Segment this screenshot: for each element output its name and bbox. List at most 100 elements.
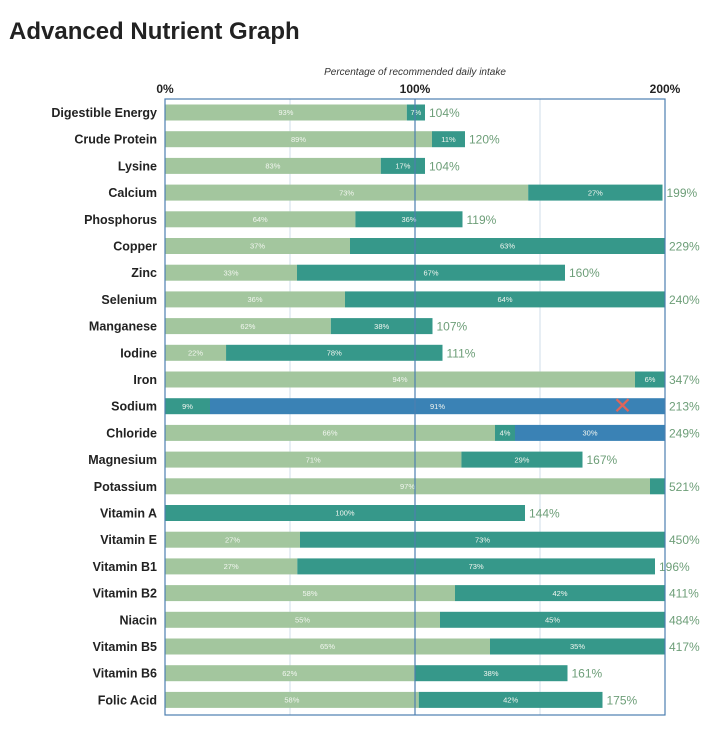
segment-label: 58%: [284, 696, 299, 705]
total-label: 119%: [467, 213, 497, 227]
total-label: 249%: [669, 426, 700, 440]
bar-segment: [406, 104, 425, 121]
segment-label: 73%: [475, 535, 490, 544]
bar-segment: [165, 318, 331, 335]
segment-label: 4%: [500, 429, 511, 438]
segment-label: 89%: [291, 135, 306, 144]
category-label: Manganese: [89, 320, 157, 334]
category-label: Lysine: [118, 159, 157, 173]
segment-label: 100%: [335, 509, 355, 518]
cross-mark: [615, 398, 630, 412]
bar-segment: [165, 344, 227, 361]
total-label: 240%: [669, 293, 700, 307]
segment-label: 93%: [278, 108, 293, 117]
bar-segment: [165, 691, 419, 708]
total-label: 120%: [469, 133, 500, 147]
bar-segment: [461, 451, 583, 468]
segment-label: 27%: [225, 535, 240, 544]
bar-segment: [165, 211, 356, 228]
bar-segment: [165, 371, 635, 388]
segment-label: 11%: [441, 135, 456, 144]
total-label: 167%: [587, 453, 618, 467]
bar-segment: [210, 398, 665, 415]
bar-segment: [297, 558, 655, 575]
bar-segment: [495, 424, 515, 441]
total-label: 199%: [667, 186, 698, 200]
bar-segment: [165, 531, 300, 548]
segment-label: 33%: [223, 268, 238, 277]
bar-segment: [635, 371, 665, 388]
category-label: Crude Protein: [74, 133, 157, 147]
bar-segment: [414, 665, 568, 682]
segment-label: 58%: [302, 589, 317, 598]
bar-segment: [165, 505, 525, 521]
category-label: Digestible Energy: [51, 106, 157, 120]
segment-label: 42%: [552, 589, 567, 598]
category-label: Niacin: [119, 613, 157, 627]
total-label: 161%: [572, 667, 603, 681]
bar-segment: [165, 131, 432, 148]
bar-segment: [165, 264, 297, 281]
category-label: Vitamin E: [100, 533, 157, 547]
segment-label: 29%: [514, 455, 529, 464]
total-label: 484%: [669, 613, 700, 627]
segment-label: 78%: [327, 349, 342, 358]
bar-segment: [165, 611, 440, 628]
tick-label: 100%: [400, 82, 431, 96]
segment-label: 35%: [570, 642, 585, 651]
plot-frame: [164, 98, 666, 716]
total-label: 521%: [669, 480, 700, 494]
segment-label: 62%: [240, 322, 255, 331]
tick-label: 0%: [156, 82, 174, 96]
segment-label: 67%: [423, 268, 438, 277]
category-label: Vitamin B1: [93, 560, 157, 574]
total-label: 347%: [669, 373, 700, 387]
segment-label: 45%: [545, 616, 560, 625]
segment-label: 36%: [401, 215, 416, 224]
segment-label: 38%: [374, 322, 389, 331]
total-label: 450%: [669, 533, 700, 547]
total-label: 111%: [447, 346, 476, 360]
bar-segment: [490, 638, 665, 655]
segment-label: 27%: [588, 188, 603, 197]
category-label: Copper: [113, 240, 157, 254]
total-label: 229%: [669, 240, 700, 254]
segment-label: 38%: [484, 669, 499, 678]
category-label: Phosphorus: [84, 213, 157, 227]
total-label: 160%: [569, 266, 600, 280]
category-label: Sodium: [111, 400, 157, 414]
segment-label: 94%: [392, 375, 407, 384]
segment-label: 62%: [282, 669, 297, 678]
bar-segment: [226, 344, 443, 361]
total-label: 144%: [529, 507, 560, 521]
category-label: Potassium: [94, 480, 157, 494]
category-label: Selenium: [101, 293, 157, 307]
total-label: 213%: [669, 400, 700, 414]
category-label: Iron: [133, 373, 157, 387]
segment-label: 55%: [295, 616, 310, 625]
total-label: 411%: [669, 587, 699, 601]
segment-label: 7%: [410, 108, 421, 117]
category-label: Folic Acid: [98, 693, 157, 707]
segment-label: 27%: [224, 562, 239, 571]
total-label: 196%: [659, 560, 690, 574]
bar-segment: [165, 398, 210, 415]
bar-segment: [165, 558, 298, 575]
segment-label: 65%: [320, 642, 335, 651]
bar-segment: [165, 665, 415, 682]
bar-segment: [165, 585, 455, 602]
segment-label: 9%: [182, 402, 193, 411]
category-label: Calcium: [108, 186, 157, 200]
segment-label: 42%: [503, 696, 518, 705]
category-label: Vitamin A: [100, 507, 157, 521]
bar-segment: [165, 424, 495, 441]
bar-segment: [300, 531, 665, 548]
total-label: 104%: [429, 159, 460, 173]
category-label: Vitamin B6: [93, 667, 157, 681]
x-axis-title: Percentage of recommended daily intake: [324, 67, 506, 78]
segment-label: 91%: [430, 402, 445, 411]
total-label: 107%: [437, 320, 468, 334]
segment-label: 37%: [250, 242, 265, 251]
bar-segment: [345, 291, 665, 308]
